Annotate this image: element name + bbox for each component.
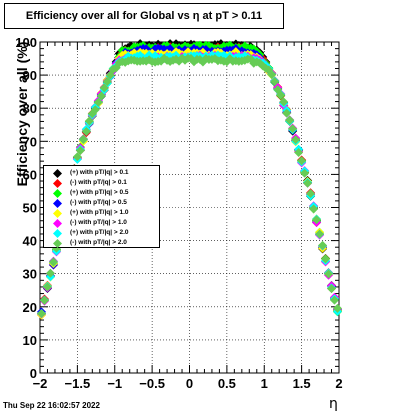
data-point: [45, 268, 55, 278]
x-tick-label: −0.5: [139, 376, 165, 391]
x-tick-label: 0: [186, 376, 193, 391]
data-point: [81, 127, 91, 137]
legend-label: (+) with pT/|q| > 0.1: [70, 169, 129, 176]
data-point: [270, 77, 280, 87]
data-point: [327, 284, 337, 294]
x-tick-label: 0.5: [218, 376, 236, 391]
data-point: [42, 282, 52, 292]
data-point: [96, 91, 106, 101]
data-point: [48, 257, 58, 267]
legend-label: (-) with pT/|q| > 1.0: [70, 219, 127, 226]
data-point: [195, 55, 205, 65]
data-point: [75, 145, 85, 155]
legend-marker: [53, 209, 62, 218]
data-point: [111, 63, 121, 73]
y-tick-label: 10: [23, 333, 37, 348]
legend-item: (-) with pT/|q| > 0.1: [44, 178, 159, 188]
legend-item: (+) with pT/|q| > 2.0: [44, 228, 159, 238]
y-tick-label: 90: [23, 68, 37, 83]
data-point: [333, 303, 343, 313]
data-point: [282, 108, 292, 118]
y-tick-label: 30: [23, 267, 37, 282]
y-tick-label: 50: [23, 201, 37, 216]
x-tick-label: 2: [335, 376, 342, 391]
legend-label: (-) with pT/|q| > 0.5: [70, 199, 127, 206]
data-point: [99, 83, 109, 93]
data-point: [309, 204, 319, 214]
x-axis-label: η: [329, 396, 338, 412]
legend-item: (-) with pT/|q| > 0.5: [44, 198, 159, 208]
legend-marker: [53, 179, 62, 188]
data-point: [288, 124, 298, 134]
legend-marker: [53, 199, 62, 208]
legend-marker: [53, 169, 62, 178]
y-tick-label: 40: [23, 234, 37, 249]
legend: (+) with pT/|q| > 0.1 (-) with pT/|q| > 0…: [43, 165, 160, 248]
data-point: [39, 296, 49, 306]
data-point: [324, 269, 334, 279]
data-point: [306, 189, 316, 199]
data-point: [267, 69, 277, 79]
data-point: [36, 308, 46, 318]
x-tick-label: 1: [261, 376, 268, 391]
data-point: [315, 229, 325, 239]
y-tick-label: 60: [23, 167, 37, 182]
data-point: [90, 105, 100, 115]
data-point: [102, 77, 112, 87]
timestamp: Thu Sep 22 16:02:57 2022: [3, 401, 100, 410]
y-axis-label: Efficiency over all (%): [14, 41, 30, 187]
y-tick-label: 80: [23, 101, 37, 116]
data-points: [36, 39, 343, 320]
data-point: [330, 295, 340, 305]
legend-label: (+) with pT/|q| > 0.5: [70, 189, 129, 196]
legend-label: (+) with pT/|q| > 1.0: [70, 209, 129, 216]
data-point: [294, 147, 304, 157]
data-point: [78, 134, 88, 144]
data-point: [303, 178, 313, 188]
legend-item: (-) with pT/|q| > 1.0: [44, 218, 159, 228]
y-tick-label: 0: [30, 366, 37, 381]
data-point: [84, 116, 94, 126]
legend-marker: [53, 239, 62, 248]
legend-label: (-) with pT/|q| > 2.0: [70, 239, 127, 246]
data-point: [279, 97, 289, 107]
data-point: [93, 97, 103, 107]
data-point: [318, 240, 328, 250]
x-tick-label: 1.5: [293, 376, 311, 391]
legend-label: (+) with pT/|q| > 2.0: [70, 229, 129, 236]
legend-marker: [53, 229, 62, 238]
data-point: [312, 215, 322, 225]
legend-marker: [53, 219, 62, 228]
legend-item: (+) with pT/|q| > 0.5: [44, 188, 159, 198]
x-tick-label: −2: [33, 376, 48, 391]
data-point: [72, 152, 82, 162]
legend-item: (+) with pT/|q| > 0.1: [44, 168, 159, 178]
data-point: [321, 254, 331, 264]
x-tick-label: −1: [107, 376, 122, 391]
y-tick-label: 70: [23, 134, 37, 149]
y-tick-label: 20: [23, 300, 37, 315]
legend-marker: [53, 189, 62, 198]
y-tick-label: 100: [15, 35, 37, 50]
data-point: [204, 41, 214, 51]
data-point: [297, 156, 307, 166]
legend-item: (+) with pT/|q| > 1.0: [44, 208, 159, 218]
data-point: [285, 115, 295, 125]
legend-label: (-) with pT/|q| > 0.1: [70, 179, 127, 186]
chart-title: Efficiency over all for Global vs η at p…: [4, 3, 284, 29]
legend-item: (-) with pT/|q| > 2.0: [44, 238, 159, 248]
data-point: [276, 90, 286, 100]
data-point: [300, 168, 310, 178]
data-point: [291, 135, 301, 145]
x-tick-label: −1.5: [65, 376, 91, 391]
